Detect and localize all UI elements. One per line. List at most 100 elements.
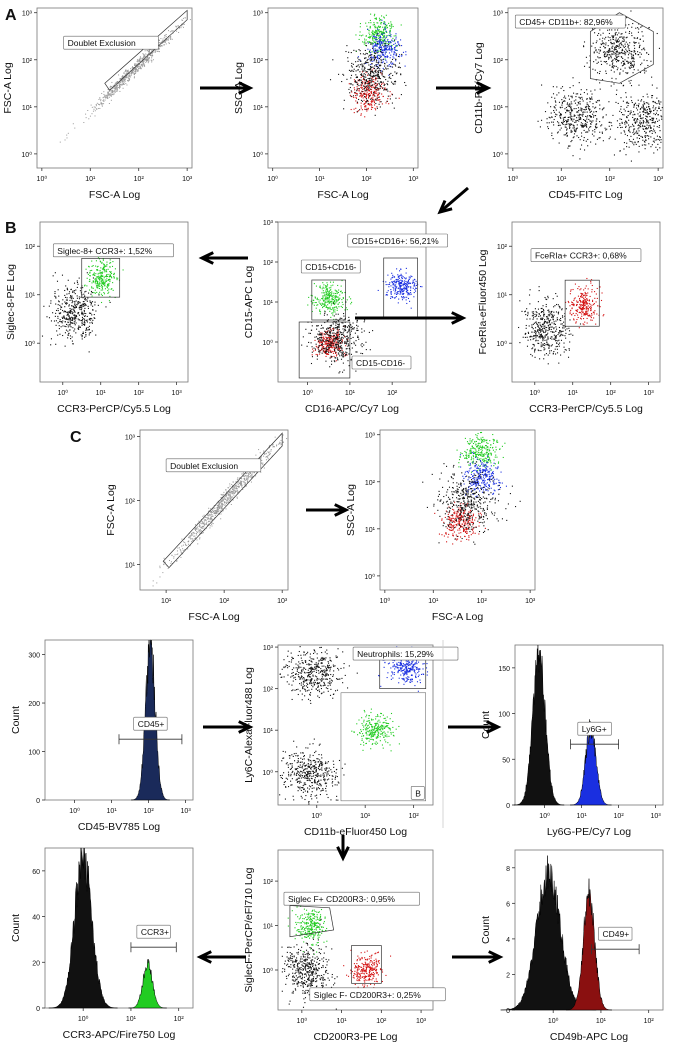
event-dot (375, 98, 377, 100)
event-dot (364, 53, 366, 56)
event-dot (100, 278, 102, 280)
event-dot (583, 108, 585, 111)
event-dot (84, 291, 86, 293)
gate-label-box (63, 35, 159, 50)
event-dot (642, 48, 644, 50)
event-dot (370, 71, 372, 73)
event-dot (404, 81, 406, 84)
event-dot (108, 94, 110, 96)
event-dot (331, 343, 333, 345)
event-dot (631, 56, 633, 58)
event-dot (400, 94, 402, 96)
event-dot (348, 347, 350, 350)
event-dot (120, 79, 122, 81)
event-dot (335, 338, 337, 340)
event-dot (381, 82, 383, 84)
event-dot (646, 52, 648, 54)
event-dot (654, 108, 656, 110)
event-dot (599, 88, 601, 90)
event-dot (342, 73, 344, 75)
event-dot (85, 329, 87, 331)
event-dot (605, 52, 607, 54)
event-dot (336, 326, 338, 329)
event-dot (128, 79, 130, 81)
event-dot (371, 79, 373, 81)
event-dot (583, 136, 585, 139)
event-dot (377, 99, 379, 101)
event-dot (579, 101, 581, 103)
event-dot (384, 28, 386, 30)
event-dot (547, 127, 550, 130)
event-dot (646, 120, 648, 122)
event-dot (140, 64, 142, 66)
event-dot (328, 344, 330, 346)
event-dot (372, 97, 374, 99)
event-dot (334, 336, 336, 338)
event-dot (70, 298, 72, 300)
event-dot (104, 281, 106, 283)
event-dot (626, 102, 628, 104)
event-dot (89, 115, 91, 117)
event-dot (559, 113, 562, 115)
x-tick-label: 10¹ (345, 390, 356, 397)
event-dot (335, 333, 337, 335)
event-dot (347, 337, 349, 339)
event-dot (50, 344, 52, 346)
event-dot (362, 88, 364, 90)
event-dot (362, 93, 365, 95)
event-dot (631, 101, 633, 104)
event-dot (409, 294, 411, 296)
event-dot (148, 53, 150, 55)
event-dot (106, 286, 108, 288)
event-dot (372, 95, 374, 97)
event-dot (373, 94, 375, 97)
event-dot (631, 26, 633, 28)
event-dot (333, 307, 335, 309)
event-dot (378, 96, 380, 98)
event-dot (395, 35, 397, 37)
event-dot (390, 62, 392, 64)
event-dot (373, 79, 375, 81)
event-dot (574, 130, 576, 132)
event-dot (321, 345, 323, 347)
event-dot (78, 314, 81, 316)
event-dot (642, 128, 644, 130)
event-dot (567, 145, 570, 147)
event-dot (95, 281, 97, 283)
event-dot (315, 353, 317, 356)
event-dot (394, 297, 396, 299)
event-dot (390, 25, 393, 27)
event-dot (570, 101, 572, 103)
event-dot (114, 268, 116, 270)
event-dot (100, 102, 102, 104)
event-dot (636, 104, 638, 106)
event-dot (627, 114, 629, 117)
event-dot (337, 345, 339, 347)
event-dot (361, 91, 363, 93)
event-dot (71, 319, 73, 322)
event-dot (633, 106, 635, 108)
event-dot (380, 46, 382, 48)
event-dot (358, 79, 360, 82)
event-dot (163, 37, 165, 39)
event-dot (331, 300, 333, 302)
event-dot (367, 93, 370, 95)
event-dot (364, 82, 366, 84)
event-dot (328, 347, 330, 349)
event-dot (321, 288, 323, 290)
y-tick-label: 10² (253, 58, 264, 65)
event-dot (612, 59, 614, 61)
event-dot (653, 128, 655, 130)
event-dot (74, 314, 76, 316)
event-dot (653, 137, 655, 139)
event-dot (632, 142, 634, 144)
event-dot (106, 263, 108, 266)
event-dot (167, 38, 169, 40)
event-dot (376, 60, 378, 62)
event-dot (85, 304, 87, 306)
event-dot (372, 43, 374, 45)
event-dot (558, 92, 560, 94)
event-dot (331, 340, 333, 342)
event-dot (606, 63, 608, 65)
event-dot (311, 348, 314, 350)
